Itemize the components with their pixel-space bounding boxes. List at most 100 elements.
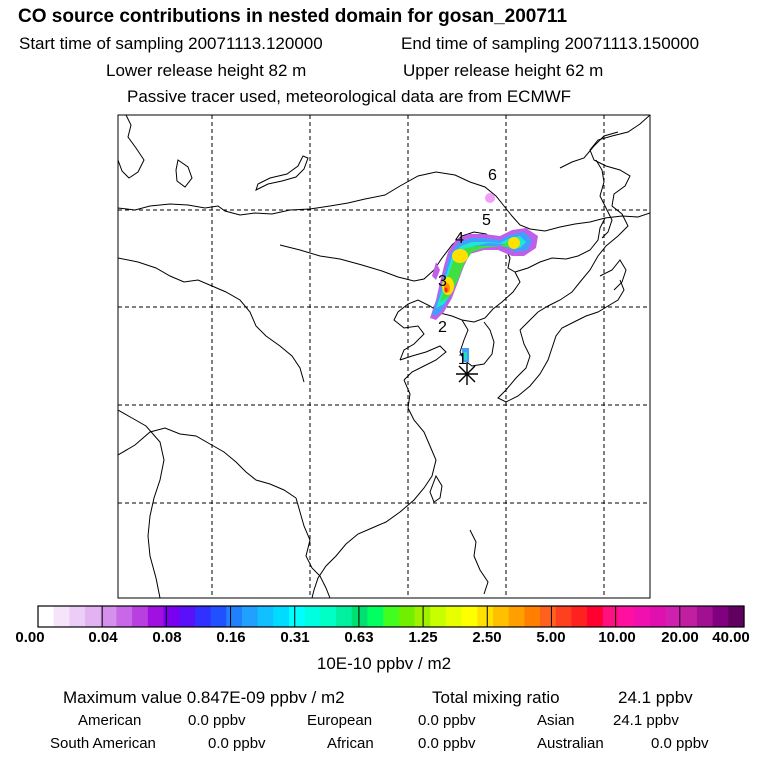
colorbar-tick-label: 0.04 [88, 629, 118, 646]
region-name: South American [50, 735, 156, 752]
colorbar-cell [461, 606, 478, 627]
bohai-coast [393, 299, 441, 361]
colorbar-cell [304, 606, 321, 627]
kamchatka-coast [559, 131, 619, 169]
colorbar-cell [100, 606, 118, 627]
indochina-coast [295, 497, 331, 598]
colorbar-cell [587, 606, 604, 627]
china-south-border [118, 427, 297, 499]
region-name: European [307, 712, 373, 729]
colorbar-cell [226, 606, 243, 627]
map-gridlines [118, 115, 650, 598]
region-value: 0.0 ppbv [418, 712, 476, 729]
region-value: 0.0 ppbv [188, 712, 246, 729]
colorbar-cell [257, 606, 274, 627]
colorbar-cell [540, 606, 557, 627]
colorbar-dividers [101, 606, 681, 627]
colorbar-tick-label: 0.00 [15, 629, 45, 646]
sakhalin-coast [595, 159, 613, 239]
korean-peninsula-coast [459, 319, 495, 367]
india-border [118, 409, 165, 598]
end-time-label: End time of sampling 20071113.150000 [401, 34, 700, 53]
northeast-coast [514, 217, 606, 273]
colorbar-cell [194, 606, 212, 627]
receptor-marker-icon [456, 363, 478, 385]
concentration-plume [430, 193, 538, 362]
region-name: African [327, 735, 374, 752]
time-marker-1: 1 [458, 351, 467, 368]
hokkaido-coast [599, 259, 627, 291]
tracer-info-label: Passive tracer used, meteorological data… [127, 87, 572, 106]
total-mixing-value: 24.1 ppbv [618, 688, 693, 707]
time-marker-5: 5 [482, 212, 491, 229]
max-value-label: Maximum value 0.847E-09 ppbv / m2 [63, 688, 345, 707]
colorbar-cell [602, 606, 620, 627]
colorbar-frame [37, 605, 745, 628]
colorbar-cell [665, 606, 682, 627]
colorbar-tick-label: 20.00 [661, 629, 699, 646]
time-marker-6: 6 [488, 167, 497, 184]
colorbar-cell [383, 606, 400, 627]
colorbar-tick-label: 0.16 [216, 629, 246, 646]
region-value: 0.0 ppbv [208, 735, 266, 752]
colorbar-cell [53, 606, 70, 627]
plume-east-core [508, 237, 520, 249]
plume-receptor-inner [464, 352, 467, 360]
taiwan-coast [429, 474, 443, 503]
shandong-coast [399, 345, 447, 381]
colorbar-unit-label: 10E-10 ppbv / m2 [316, 654, 452, 673]
colorbar-cell [571, 606, 588, 627]
colorbar-cells [38, 606, 745, 627]
start-time-label: Start time of sampling 20071113.120000 [19, 34, 323, 53]
colorbar-cell [132, 606, 149, 627]
colorbar-cell [38, 606, 55, 627]
colorbar-cell [289, 606, 306, 627]
time-marker-2: 2 [438, 319, 447, 336]
colorbar-cell [634, 606, 651, 627]
colorbar-cell [445, 606, 463, 627]
colorbar-tick-label: 2.50 [472, 629, 502, 646]
philippines-coast [469, 529, 489, 595]
caspian-coastline [118, 115, 145, 179]
colorbar-cell [241, 606, 259, 627]
colorbar-cell [492, 606, 510, 627]
balkhash-coastline [255, 155, 309, 191]
colorbar-cell [163, 606, 180, 627]
china-western-border [118, 257, 305, 383]
upper-release-label: Upper release height 62 m [403, 61, 604, 80]
time-marker-4: 4 [455, 230, 464, 247]
colorbar-tick-label: 40.00 [712, 629, 750, 646]
plume-yellow-core-upper [452, 249, 468, 263]
colorbar-cell [696, 606, 714, 627]
japan-coast [497, 279, 625, 403]
china-east-coast [311, 379, 437, 598]
colorbar-cell [728, 606, 745, 627]
russia-pacific-coast [519, 115, 650, 331]
map-title: CO source contributions in nested domain… [18, 6, 568, 27]
colorbar-cell [681, 606, 698, 627]
plume-red-core [444, 287, 448, 293]
colorbar-cell [85, 606, 102, 627]
colorbar-cell [555, 606, 573, 627]
region-value: 24.1 ppbv [613, 712, 679, 729]
lower-release-label: Lower release height 82 m [106, 61, 307, 80]
colorbar-cell [273, 606, 290, 627]
aral-sea-coastline [175, 159, 193, 188]
colorbar-cell [351, 606, 369, 627]
colorbar-tick-label: 0.08 [152, 629, 182, 646]
colorbar-cell [477, 606, 494, 627]
colorbar-cell [69, 606, 86, 627]
colorbar-tick-label: 5.00 [536, 629, 566, 646]
colorbar-cell [116, 606, 133, 627]
colorbar-tick-label: 0.63 [344, 629, 374, 646]
region-name: Australian [537, 735, 604, 752]
northern-border [118, 171, 650, 232]
colorbar-tick-label: 0.31 [280, 629, 310, 646]
colorbar-cell [508, 606, 525, 627]
colorbar-cell [524, 606, 541, 627]
colorbar-cell [210, 606, 227, 627]
colorbar-cell [336, 606, 353, 627]
region-value: 0.0 ppbv [418, 735, 476, 752]
